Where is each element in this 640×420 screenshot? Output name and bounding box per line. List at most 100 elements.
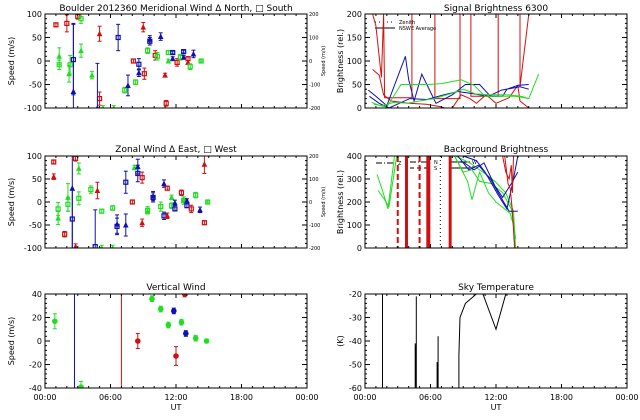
vertical-title: Vertical Wind bbox=[146, 283, 205, 293]
zonal-ylabel-right: Speed (m/s) bbox=[321, 187, 327, 217]
meridional-triangle-marker bbox=[125, 82, 131, 88]
background-series-line bbox=[502, 156, 514, 193]
zonal-square-marker bbox=[92, 244, 98, 248]
zonal-square-marker bbox=[123, 179, 129, 185]
zonal-square-marker bbox=[139, 175, 145, 181]
meridional-triangle-marker bbox=[146, 36, 153, 42]
vertical-circle-marker bbox=[203, 338, 210, 344]
meridional-square-marker bbox=[78, 16, 84, 22]
background-series-line bbox=[377, 156, 398, 208]
zonal-square-marker bbox=[110, 205, 116, 211]
meridional-triangle-marker bbox=[56, 53, 63, 59]
vertical-circle-marker bbox=[52, 318, 58, 325]
signal-ytick-label: 200 bbox=[347, 10, 362, 19]
vertical-xtick-label: 00:00 bbox=[33, 393, 56, 402]
legend-w-label: W bbox=[472, 160, 477, 166]
zonal-triangle-marker bbox=[139, 219, 145, 226]
zonal-ytick-label: -100 bbox=[24, 244, 42, 253]
meridional-square-marker bbox=[122, 87, 128, 93]
signal-ytick-label: 50 bbox=[352, 81, 362, 90]
meridional-triangle-marker bbox=[162, 71, 168, 78]
skytemp-xtick-label: 00:00 bbox=[353, 393, 376, 402]
meridional-triangle-marker bbox=[96, 30, 103, 37]
legend-z-label: Z bbox=[398, 161, 402, 167]
zonal-triangle-marker bbox=[55, 214, 61, 221]
meridional-triangle-marker bbox=[190, 50, 197, 57]
vertical-circle-marker bbox=[192, 335, 199, 341]
vertical-circle-marker bbox=[171, 308, 177, 314]
background-series-line bbox=[457, 156, 518, 212]
signal-series-line bbox=[369, 86, 529, 108]
meridional-square-marker bbox=[187, 64, 193, 70]
zonal-triangle-marker bbox=[150, 192, 156, 199]
zonal-square-marker bbox=[135, 170, 141, 177]
meridional-ytick-label: 100 bbox=[27, 10, 42, 19]
zonal-square-marker bbox=[99, 208, 105, 214]
background-ytick-label: 100 bbox=[347, 221, 362, 230]
skytemp-xlabel: UT bbox=[491, 403, 502, 412]
meridional-ylabel-right: Speed (m/s) bbox=[321, 46, 327, 76]
meridional-square-marker bbox=[145, 48, 151, 54]
legend-s-label: S bbox=[434, 166, 437, 172]
signal-ylabel: Brightness (rel.) bbox=[336, 29, 345, 93]
zonal-ytick-label: 50 bbox=[32, 175, 42, 184]
meridional-marks bbox=[53, 14, 204, 108]
skytemp-series-line bbox=[482, 294, 507, 331]
zonal-ytick-label: 100 bbox=[27, 152, 42, 161]
vertical-xlabel: UT bbox=[171, 403, 182, 412]
zonal-triangle-marker bbox=[76, 165, 82, 171]
vertical-ytick-label: -40 bbox=[29, 384, 42, 393]
background-series-line bbox=[376, 156, 395, 210]
zonal-square-marker bbox=[55, 206, 61, 212]
zonal-ytick-right-label: -200 bbox=[309, 246, 320, 252]
meridional-triangle-marker bbox=[169, 55, 176, 62]
meridional-square-marker bbox=[136, 61, 142, 67]
zonal-triangle-marker bbox=[184, 197, 190, 204]
background-ytick-label: 400 bbox=[347, 152, 362, 161]
meridional-square-marker bbox=[163, 100, 169, 106]
zonal-triangle-marker bbox=[73, 243, 78, 248]
legend-zenith-label: Zenith bbox=[399, 20, 415, 26]
zonal-triangle-marker bbox=[172, 199, 178, 206]
zonal-square-marker bbox=[62, 231, 68, 237]
zonal-square-marker bbox=[193, 192, 199, 198]
meridional-ytick-label: -50 bbox=[29, 81, 42, 90]
vertical-circle-marker bbox=[134, 338, 141, 344]
meridional-ytick-right-label: -200 bbox=[309, 106, 320, 112]
background-series-line bbox=[460, 160, 519, 199]
zonal-ytick-right-label: 0 bbox=[309, 200, 312, 206]
background-ytick-label: 300 bbox=[347, 175, 362, 184]
skytemp-series-line bbox=[436, 336, 439, 388]
skytemp-xtick-label: 00:00 bbox=[615, 393, 638, 402]
zonal-triangle-marker bbox=[50, 173, 57, 180]
zonal-square-marker bbox=[188, 206, 194, 212]
zonal-triangle-marker bbox=[161, 180, 167, 187]
meridional-ytick-label: 50 bbox=[32, 34, 42, 43]
background-ytick-label: 200 bbox=[347, 198, 362, 207]
signal-series-line bbox=[373, 88, 529, 107]
skytemp-ytick-label: -30 bbox=[349, 314, 362, 323]
vertical-circle-marker bbox=[78, 384, 84, 388]
zonal-square-marker bbox=[129, 199, 135, 205]
zonal-ytick-label: 0 bbox=[37, 198, 42, 207]
skytemp-xtick-label: 18:00 bbox=[550, 393, 573, 402]
signal-series-line bbox=[372, 69, 445, 108]
meridional-triangle-marker bbox=[140, 24, 147, 30]
meridional-ytick-right-label: 0 bbox=[309, 59, 312, 65]
skytemp-frame bbox=[364, 293, 628, 389]
vertical-circle-marker bbox=[173, 353, 179, 359]
meridional-triangle-marker bbox=[89, 71, 95, 78]
zonal-plot: 100 50 0 -50 -100 200 100 0 -100 -200 bbox=[24, 152, 321, 253]
background-series-line bbox=[463, 156, 519, 211]
meridional-ylabel: Speed (m/s) bbox=[7, 37, 16, 86]
meridional-triangle-marker bbox=[70, 88, 77, 95]
meridional-title: Boulder 2012360 Meridional Wind Δ North,… bbox=[59, 4, 292, 14]
vertical-circle-marker bbox=[183, 330, 189, 337]
zonal-triangle-marker bbox=[197, 206, 203, 213]
vertical-circle-marker bbox=[165, 322, 172, 328]
signal-ytick-label: 100 bbox=[347, 57, 362, 66]
meridional-ytick-label: 0 bbox=[37, 57, 42, 66]
meridional-square-marker bbox=[130, 58, 137, 64]
